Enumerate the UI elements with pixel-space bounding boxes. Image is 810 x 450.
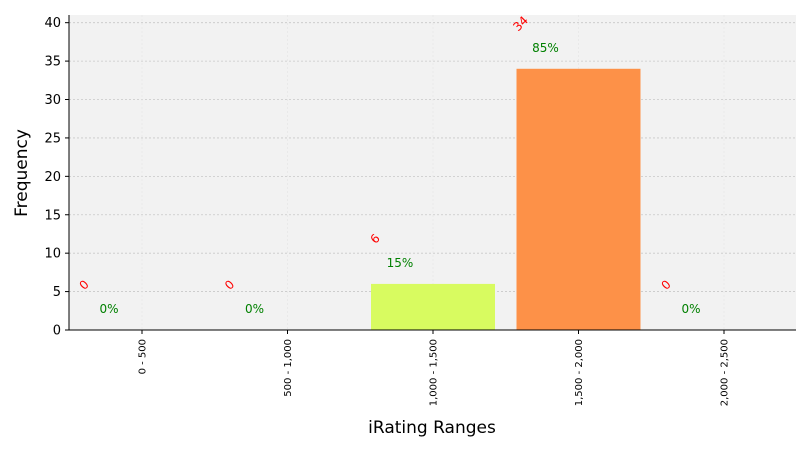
x-ticks: 0 - 500 500 - 1,000 1,000 - 1,500 1,500 - 2… bbox=[138, 330, 731, 406]
plot-area bbox=[69, 15, 796, 330]
bar-percent-label: 15% bbox=[387, 256, 414, 270]
y-tick-label: 25 bbox=[44, 131, 61, 146]
x-tick-label: 0 - 500 bbox=[138, 339, 149, 374]
y-ticks: 0 5 10 15 20 25 30 35 40 bbox=[44, 16, 69, 339]
bar-percent-label: 85% bbox=[532, 41, 559, 55]
y-tick-label: 5 bbox=[53, 285, 61, 300]
bar-percent-label: 0% bbox=[99, 302, 118, 316]
bars bbox=[371, 68, 641, 330]
x-tick-label: 500 - 1,000 bbox=[283, 339, 294, 397]
y-tick-label: 20 bbox=[44, 170, 61, 185]
bar bbox=[516, 68, 641, 330]
x-tick-label: 2,000 - 2,500 bbox=[720, 339, 731, 406]
y-tick-label: 15 bbox=[44, 208, 61, 223]
y-tick-label: 0 bbox=[53, 324, 61, 339]
y-axis-title: Frequency bbox=[12, 129, 32, 217]
x-tick-label: 1,000 - 1,500 bbox=[429, 339, 440, 406]
y-tick-label: 30 bbox=[44, 93, 61, 108]
y-tick-label: 10 bbox=[44, 247, 61, 262]
bar-percent-label: 0% bbox=[245, 302, 264, 316]
bar bbox=[371, 283, 495, 330]
bar-percent-label: 0% bbox=[681, 302, 700, 316]
y-tick-label: 40 bbox=[44, 16, 61, 31]
x-axis-title: iRating Ranges bbox=[368, 418, 496, 438]
grid-lines bbox=[69, 15, 796, 331]
x-tick-label: 1,500 - 2,000 bbox=[574, 339, 585, 406]
y-tick-label: 35 bbox=[44, 55, 61, 70]
